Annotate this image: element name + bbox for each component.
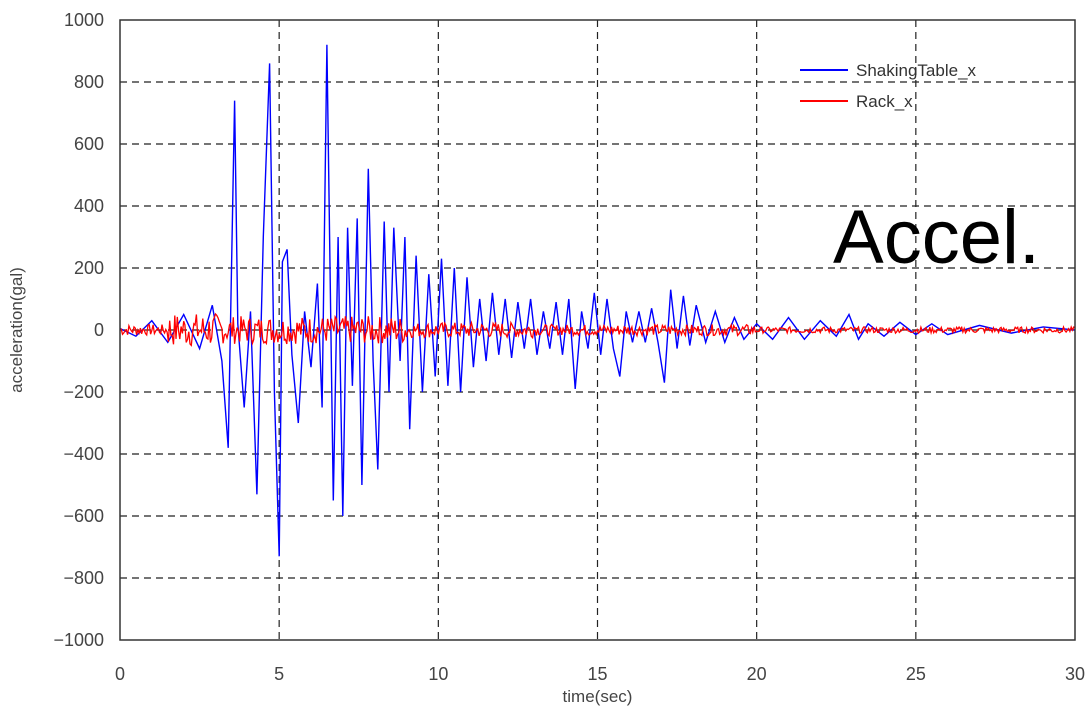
x-tick-label: 30: [1065, 664, 1085, 684]
legend-label-rack: Rack_x: [856, 92, 913, 111]
grid: [120, 20, 1075, 640]
plot-frame: [119, 19, 1076, 641]
x-axis-label: time(sec): [563, 687, 633, 706]
y-tick-label: −600: [63, 506, 104, 526]
legend: ShakingTable_x Rack_x: [800, 61, 977, 111]
y-tick-label: 800: [74, 72, 104, 92]
y-tick-label: 600: [74, 134, 104, 154]
x-tick-label: 20: [747, 664, 767, 684]
y-tick-label: 0: [94, 320, 104, 340]
y-tick-label: −200: [63, 382, 104, 402]
y-tick-label: −1000: [53, 630, 104, 650]
legend-label-shakingtable: ShakingTable_x: [856, 61, 977, 80]
x-tick-label: 0: [115, 664, 125, 684]
y-tick-label: −400: [63, 444, 104, 464]
y-tick-label: −800: [63, 568, 104, 588]
x-tick-label: 15: [587, 664, 607, 684]
tick-labels: 0 5 10 15 20 25 30 1000 800 600 400 200 0 −200 −400 −60…: [53, 10, 1085, 684]
series-layer: [119, 44, 1076, 557]
y-tick-label: 1000: [64, 10, 104, 30]
y-axis-label: acceleration(gal): [7, 267, 26, 393]
y-tick-label: 400: [74, 196, 104, 216]
x-tick-label: 25: [906, 664, 926, 684]
x-tick-label: 5: [274, 664, 284, 684]
y-tick-label: 200: [74, 258, 104, 278]
series-line-rack: [119, 312, 1076, 347]
x-tick-label: 10: [428, 664, 448, 684]
accel-annotation: Accel.: [833, 195, 1040, 280]
